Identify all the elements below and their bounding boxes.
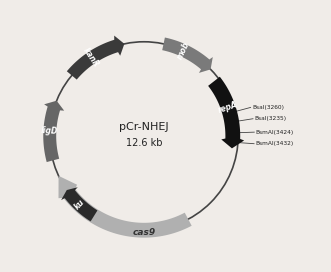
- Polygon shape: [59, 176, 192, 238]
- Text: repA: repA: [217, 100, 239, 115]
- Text: ligD: ligD: [41, 126, 59, 136]
- Text: ku: ku: [72, 197, 86, 211]
- Text: 12.6 kb: 12.6 kb: [126, 138, 162, 148]
- Polygon shape: [43, 101, 64, 162]
- Polygon shape: [162, 38, 213, 73]
- Polygon shape: [208, 77, 244, 148]
- Text: pCr-NHEJ: pCr-NHEJ: [119, 122, 169, 132]
- Text: BsaI(3235): BsaI(3235): [254, 116, 286, 121]
- Polygon shape: [67, 36, 124, 80]
- Polygon shape: [61, 187, 97, 221]
- Text: BsmAI(3432): BsmAI(3432): [256, 141, 294, 146]
- Text: BsmAI(3424): BsmAI(3424): [256, 130, 294, 135]
- Text: kanR: kanR: [81, 47, 101, 69]
- Text: BsaI(3260): BsaI(3260): [252, 105, 284, 110]
- Text: cas9: cas9: [132, 228, 156, 237]
- Text: mob: mob: [176, 40, 192, 61]
